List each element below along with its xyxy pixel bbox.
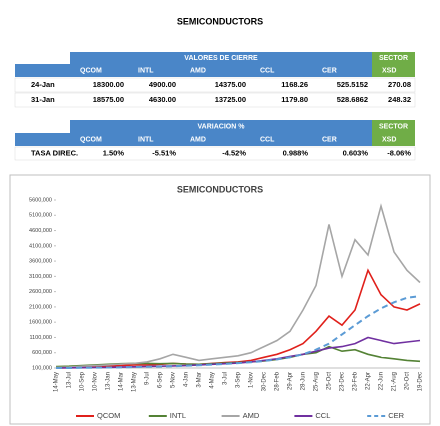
series-line xyxy=(55,203,421,369)
chart-title: SEMICONDUCTORS xyxy=(177,184,263,194)
cell: 14375.00 xyxy=(215,80,246,89)
legend-label: INTL xyxy=(170,411,186,420)
y-tick-label: 2100,000 xyxy=(29,304,52,310)
y-tick-label: 5600,000 xyxy=(29,197,52,203)
group-header: VARIACION % xyxy=(198,123,246,130)
x-tick-label: 21-Aug xyxy=(392,372,398,391)
column-header: QCOM xyxy=(80,136,102,143)
x-tick-label: 4-May xyxy=(210,372,216,389)
cell: 1179.80 xyxy=(281,95,308,104)
column-header: INTL xyxy=(138,136,154,143)
cell: 1168.26 xyxy=(281,80,308,89)
column-header: CER xyxy=(322,136,337,143)
cell: 248.32 xyxy=(388,95,411,104)
y-tick-label: 3600,000 xyxy=(29,259,52,265)
cell: 528.6862 xyxy=(337,95,368,104)
x-tick-label: 3-Mar xyxy=(197,372,203,388)
cell: -8.06% xyxy=(387,148,411,157)
table-row xyxy=(14,92,416,108)
row-label: 24-Jan xyxy=(31,80,55,89)
column-header: CCL xyxy=(260,136,275,143)
column-header: AMD xyxy=(190,67,206,74)
row-label: TASA DIREC. xyxy=(31,148,78,157)
column-header: XSD xyxy=(382,136,396,143)
cell: 4630.00 xyxy=(149,95,176,104)
x-tick-label: 19-Dec xyxy=(418,372,424,391)
y-tick-label: 1100,000 xyxy=(29,335,52,341)
column-header: INTL xyxy=(138,67,154,74)
x-tick-label: 13-May xyxy=(132,372,138,392)
x-tick-label: 1-Nov xyxy=(249,372,255,388)
chart-frame xyxy=(9,174,431,425)
column-header: CER xyxy=(322,67,337,74)
legend-label: CER xyxy=(388,411,404,420)
y-tick-label: 5100,000 xyxy=(29,213,52,219)
x-tick-label: 28-Feb xyxy=(275,371,281,391)
table-header xyxy=(70,120,372,133)
y-tick-label: 100,000 xyxy=(32,365,52,371)
y-tick-label: 600,000 xyxy=(32,350,52,356)
x-tick-label: 13-Jul xyxy=(67,372,73,388)
x-tick-label: 13-Jan xyxy=(106,372,112,390)
column-header: XSD xyxy=(382,67,396,74)
group-header: VALORES DE CIERRE xyxy=(184,55,258,62)
x-tick-label: 23-Feb xyxy=(353,371,359,391)
cell: 1.50% xyxy=(103,148,125,157)
cell: -4.52% xyxy=(222,148,246,157)
cell: 0.603% xyxy=(343,148,369,157)
column-header: AMD xyxy=(190,136,206,143)
x-tick-label: 25-Oct xyxy=(327,372,333,390)
x-tick-label: 25-Aug xyxy=(314,372,320,391)
column-header: CCL xyxy=(260,67,275,74)
x-tick-label: 5-Nov xyxy=(171,372,177,388)
x-tick-label: 22-Jun xyxy=(379,372,385,390)
legend-label: CCL xyxy=(315,411,330,420)
sector-header xyxy=(372,52,415,77)
y-tick-label: 4100,000 xyxy=(29,243,52,249)
x-tick-label: 14-Mar xyxy=(119,372,125,391)
x-tick-label: 23-Dec xyxy=(340,372,346,391)
cell: 18575.00 xyxy=(93,95,124,104)
y-tick-label: 4600,000 xyxy=(29,228,52,234)
x-tick-label: 9-Jul xyxy=(145,372,151,385)
sector-header xyxy=(372,120,415,146)
x-tick-label: 22-Apr xyxy=(366,372,372,390)
x-tick-label: 20-Oct xyxy=(405,372,411,390)
x-tick-label: 6-Sep xyxy=(158,371,164,388)
cell: 18300.00 xyxy=(93,80,124,89)
y-tick-label: 1600,000 xyxy=(29,320,52,326)
table-header xyxy=(15,133,372,146)
x-tick-label: 10-Nov xyxy=(93,372,99,391)
cell: 525.5152 xyxy=(337,80,368,89)
legend-label: QCOM xyxy=(97,411,120,420)
table-header xyxy=(15,64,372,77)
row-label: 31-Jan xyxy=(31,95,55,104)
y-tick-label: 2600,000 xyxy=(29,289,52,295)
sector-header-label: SECTOR xyxy=(379,123,408,130)
page-title: SEMICONDUCTORS xyxy=(177,16,263,26)
cell: 270.08 xyxy=(388,80,411,89)
column-header: QCOM xyxy=(80,67,102,74)
table-row xyxy=(14,77,416,93)
x-tick-label: 10-Sep xyxy=(80,371,86,391)
x-tick-label: 29-Apr xyxy=(288,372,294,390)
cell: 0.988% xyxy=(283,148,309,157)
x-tick-label: 14-May xyxy=(54,372,60,392)
sector-header-label: SECTOR xyxy=(379,55,408,62)
x-tick-label: 28-Jun xyxy=(301,372,307,390)
cell: 13725.00 xyxy=(215,95,246,104)
table-header xyxy=(70,52,372,64)
x-tick-label: 3-Jul xyxy=(223,372,229,385)
legend-label: AMD xyxy=(243,411,260,420)
cell: 4900.00 xyxy=(149,80,176,89)
x-tick-label: 4-Jan xyxy=(184,372,190,387)
table-row xyxy=(14,146,416,161)
series-line xyxy=(56,295,421,369)
x-tick-label: 3-Sep xyxy=(236,371,242,388)
x-tick-label: 30-Dec xyxy=(262,372,268,391)
y-tick-label: 3100,000 xyxy=(29,274,52,280)
cell: -5.51% xyxy=(152,148,176,157)
